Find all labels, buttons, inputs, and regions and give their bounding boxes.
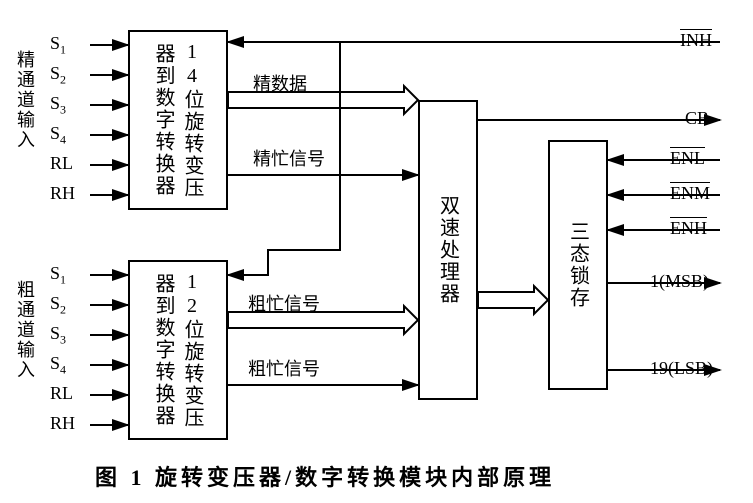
MSB-label: 1(MSB) xyxy=(650,271,709,292)
fine-input-RH: RH xyxy=(50,183,75,204)
LSB-label: 19(LSB) xyxy=(650,358,713,379)
fine-input-S2: S2 xyxy=(50,63,66,88)
ENM-label: ENM xyxy=(670,183,710,204)
converter-14bit-text: 14位旋转变压器到数字转换器 xyxy=(149,32,207,208)
tristate-latch-block: 三态锁存 xyxy=(548,140,608,390)
coarse-input-S4: S4 xyxy=(50,353,66,378)
fine-input-S3: S3 xyxy=(50,93,66,118)
coarse-input-S3: S3 xyxy=(50,323,66,348)
fine-data-label: 精数据 xyxy=(253,70,307,96)
coarse-busy-label: 粗忙信号 xyxy=(248,290,320,316)
fine-channel-label: 精通道输入 xyxy=(12,50,38,150)
latch-text: 三态锁存 xyxy=(564,221,593,309)
wiring-layer xyxy=(0,0,753,503)
coarse-busy2-label: 粗忙信号 xyxy=(248,355,320,381)
converter-14bit-block: 14位旋转变压器到数字转换器 xyxy=(128,30,228,210)
coarse-channel-label: 粗通道输入 xyxy=(12,280,38,380)
coarse-input-RH: RH xyxy=(50,413,75,434)
converter-12bit-text: 12位旋转变压器到数字转换器 xyxy=(149,262,207,438)
ENL-label: ENL xyxy=(670,148,705,169)
fine-input-S4: S4 xyxy=(50,123,66,148)
fine-input-S1: S1 xyxy=(50,33,66,58)
fine-busy-label: 精忙信号 xyxy=(253,145,325,171)
coarse-input-S2: S2 xyxy=(50,293,66,318)
INH-label: INH xyxy=(680,30,712,51)
processor-text: 双速处理器 xyxy=(434,195,463,305)
CB-label: CB xyxy=(685,108,709,129)
coarse-input-RL: RL xyxy=(50,383,73,404)
coarse-input-S1: S1 xyxy=(50,263,66,288)
ENH-label: ENH xyxy=(670,218,707,239)
converter-12bit-block: 12位旋转变压器到数字转换器 xyxy=(128,260,228,440)
fine-input-RL: RL xyxy=(50,153,73,174)
figure-caption: 图 1 旋转变压器/数字转换模块内部原理 xyxy=(95,460,555,492)
dual-speed-processor-block: 双速处理器 xyxy=(418,100,478,400)
